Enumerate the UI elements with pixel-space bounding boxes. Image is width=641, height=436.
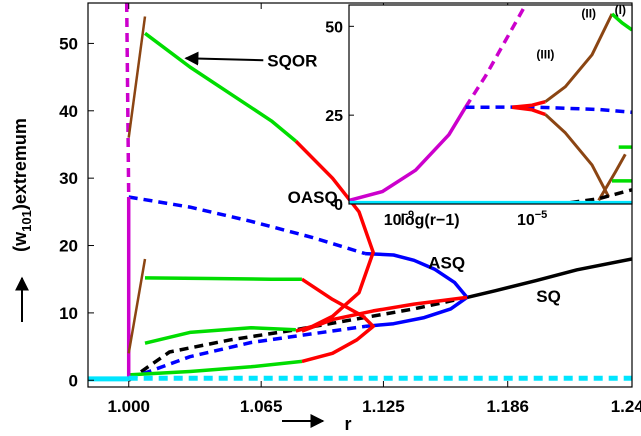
x-tick-label: 1.186 — [486, 397, 529, 416]
inset-y-tick-label: 0 — [334, 197, 343, 214]
main-series-line-10 — [145, 278, 302, 279]
main-series-line-15 — [129, 17, 145, 138]
y-axis-label-tail: )extremum — [10, 118, 30, 210]
main-series-line-13 — [127, 3, 129, 197]
annotation-arrow — [186, 58, 263, 60]
x-tick-label: 1.065 — [240, 397, 283, 416]
main-series-line-9 — [145, 33, 296, 141]
y-tick-label: 10 — [59, 304, 78, 323]
y-tick-label: 30 — [59, 169, 78, 188]
main-series-line-16 — [129, 259, 145, 353]
inset-annotation-label: (I) — [615, 3, 626, 17]
inset-x-tick-base: 10 — [517, 212, 535, 229]
inset-x-tick-base: 10 — [384, 212, 402, 229]
y-tick-label: 50 — [59, 34, 78, 53]
y-axis-label: (w101)extremum — [10, 118, 34, 252]
inset-x-tick-label: 10−5 — [517, 209, 547, 229]
inset-x-axis-label: log(r−1) — [400, 212, 459, 229]
x-tick-label: 1.000 — [107, 397, 150, 416]
annotation-sq: SQ — [536, 287, 561, 306]
annotation-oasq: OASQ — [288, 188, 338, 207]
annotation-asq: ASQ — [428, 253, 465, 272]
inset-y-tick-label: 25 — [325, 108, 343, 125]
y-tick-label: 0 — [69, 371, 78, 390]
inset-annotation-label: (III) — [536, 47, 554, 61]
x-tick-label: 1.125 — [362, 397, 405, 416]
annotation-sqor: SQOR — [267, 51, 317, 70]
y-tick-label: 20 — [59, 237, 78, 256]
y-tick-label: 40 — [59, 102, 78, 121]
y-axis-label-main: (w — [10, 231, 30, 252]
inset-y-tick-label: 50 — [325, 19, 343, 36]
x-axis-label: r — [344, 414, 351, 434]
y-axis-label-sub: 101 — [19, 210, 34, 232]
main-series-line-1 — [129, 297, 467, 380]
inset-annotation-label: (II) — [581, 6, 596, 20]
inset-x-tick-exp: −5 — [535, 209, 548, 221]
inset-plot-background — [349, 5, 632, 204]
x-tick-label: 1.247 — [611, 397, 641, 416]
